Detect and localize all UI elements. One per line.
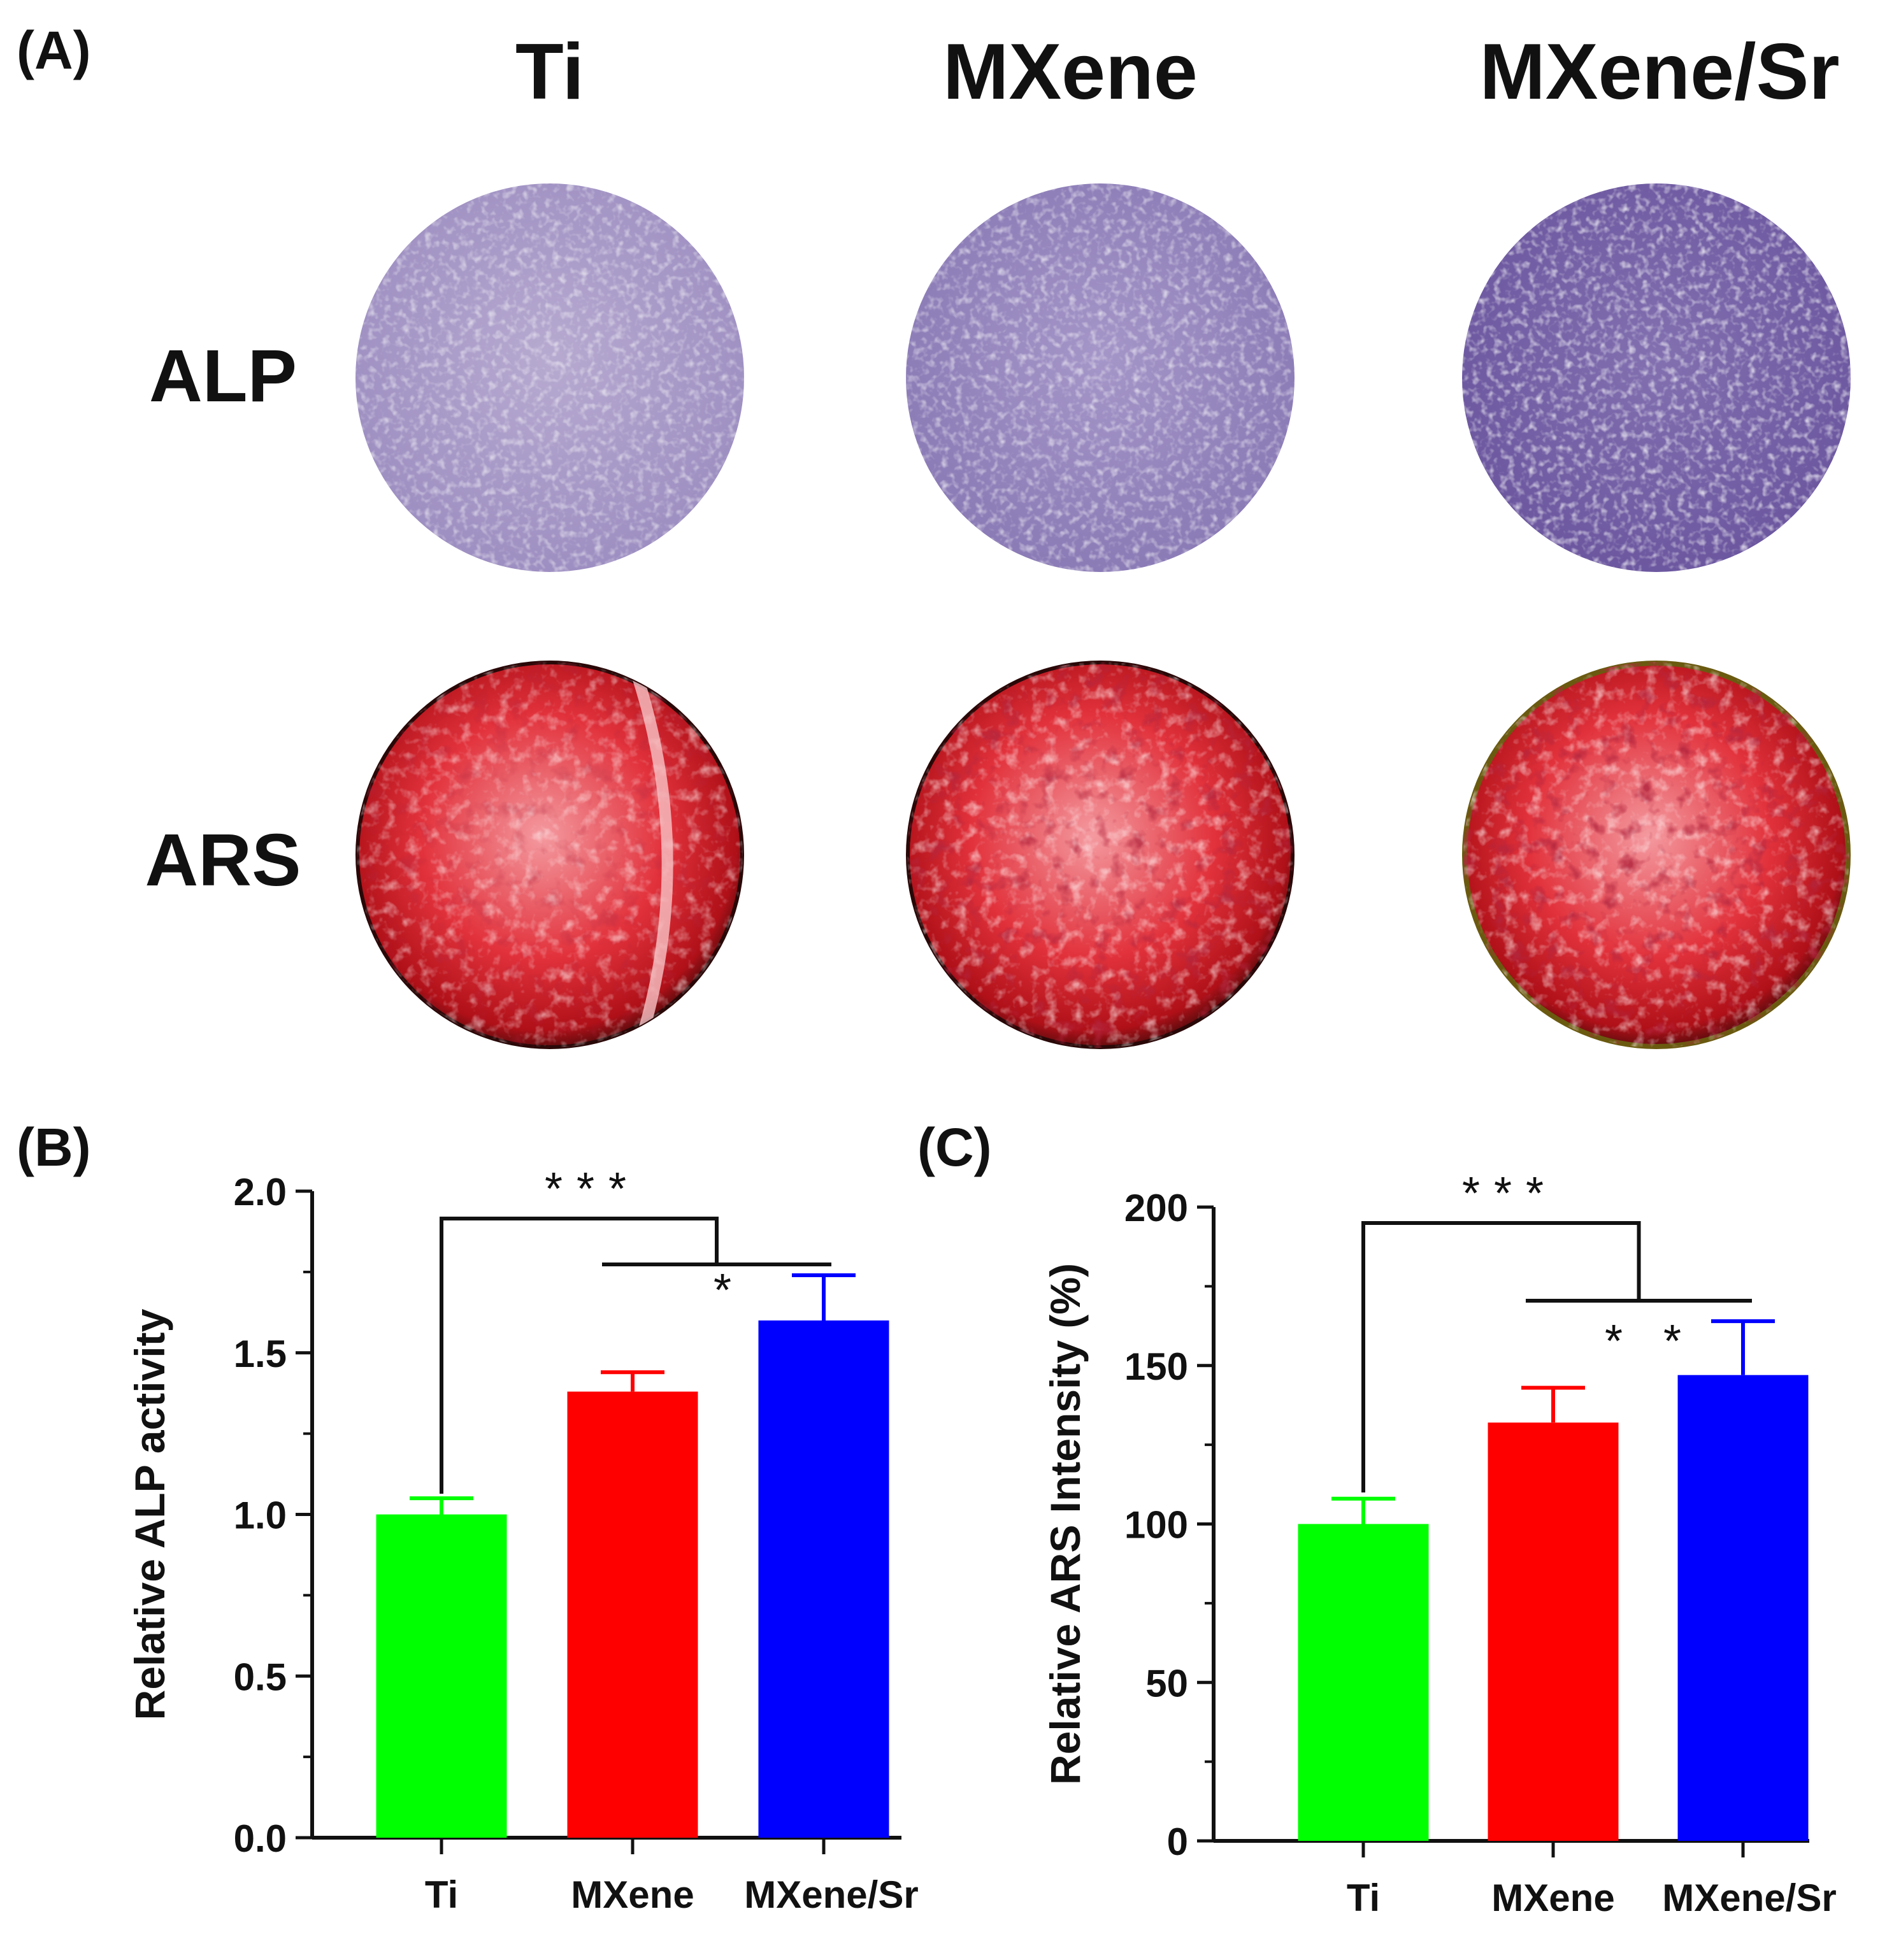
y-tick-label: 150 [1124, 1345, 1188, 1388]
significance-label-inner: * * [1605, 1316, 1695, 1367]
y-tick-label: 200 [1124, 1187, 1188, 1229]
significance-bracket-outer [1361, 1221, 1641, 1492]
ars-well-mxene [906, 661, 1295, 1049]
significance-label-inner: * [714, 1265, 745, 1316]
alp-well-ti [355, 183, 744, 572]
alp-well-mxene-sr [1462, 183, 1851, 572]
row-label-alp: ALP [149, 334, 297, 417]
significance-bracket-outer [440, 1217, 719, 1494]
y-tick-label: 2.0 [234, 1171, 287, 1213]
panel-label-c: (C) [917, 1117, 992, 1177]
y-tick-label: 1.5 [234, 1333, 287, 1375]
panel-label-a: (A) [17, 20, 91, 80]
x-tick-label: MXene [571, 1873, 694, 1916]
alp-well-mxene [906, 183, 1295, 572]
bar-mxene-sr [758, 1320, 889, 1838]
ars-well-mxene-sr [1462, 661, 1851, 1049]
alp-activity-chart: 0.0 0.5 1.0 1.5 2.0 Relative ALP activity Ti MX… [126, 1164, 919, 1916]
y-axis-label: Relative ARS Intensity (%) [1042, 1263, 1089, 1785]
x-tick-label: MXene/Sr [744, 1873, 918, 1916]
ars-intensity-chart: 0 50 100 150 200 Relative ARS Intensity (%) Ti… [1042, 1168, 1837, 1919]
y-axis-label: Relative ALP activity [126, 1308, 173, 1720]
group-title-mxene-sr: MXene/Sr [1479, 28, 1839, 116]
bar-ti [1298, 1524, 1429, 1841]
group-title-mxene: MXene [943, 28, 1198, 116]
y-tick-label: 1.0 [234, 1494, 287, 1537]
bar-ti [376, 1514, 507, 1838]
panel-label-b: (B) [17, 1117, 91, 1177]
y-tick-label: 100 [1124, 1504, 1188, 1547]
bar-mxene [567, 1391, 698, 1838]
x-tick-label: Ti [425, 1873, 458, 1916]
bar-mxene-sr [1677, 1375, 1809, 1841]
x-tick-label: MXene [1491, 1877, 1614, 1919]
x-tick-label: Ti [1347, 1877, 1380, 1919]
significance-label-outer: *** [545, 1164, 640, 1215]
y-tick-label: 0 [1167, 1821, 1188, 1863]
y-tick-label: 50 [1145, 1662, 1188, 1705]
group-title-ti: Ti [515, 28, 584, 116]
ars-well-ti [355, 661, 744, 1049]
x-tick-label: MXene/Sr [1662, 1877, 1836, 1919]
significance-label-outer: *** [1462, 1168, 1558, 1219]
bar-mxene [1488, 1422, 1619, 1841]
y-tick-label: 0.0 [234, 1817, 287, 1860]
row-label-ars: ARS [145, 819, 301, 901]
y-tick-label: 0.5 [234, 1656, 287, 1698]
